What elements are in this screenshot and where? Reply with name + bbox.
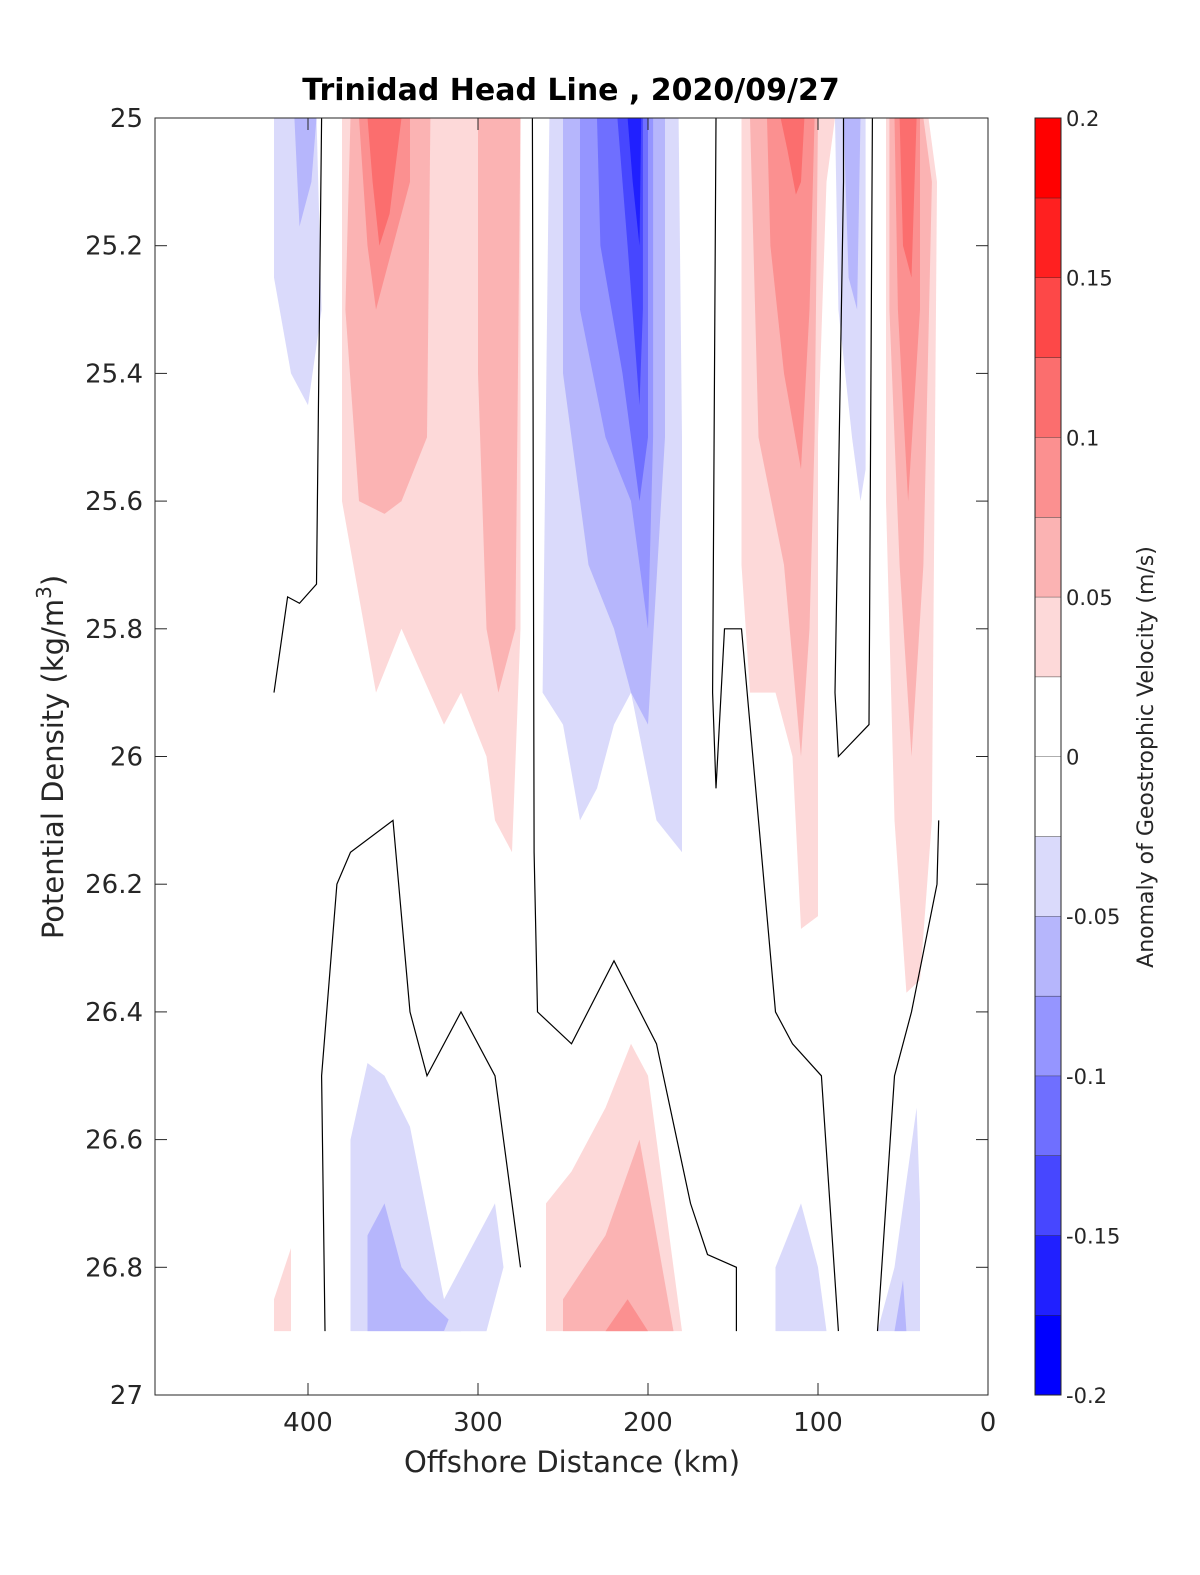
zero-contour-3 bbox=[711, 117, 839, 1332]
colorbar-band bbox=[1035, 756, 1061, 837]
colorbar-band bbox=[1035, 357, 1061, 438]
y-tick-label: 25.8 bbox=[85, 615, 143, 645]
colorbar-band bbox=[1035, 1155, 1061, 1236]
velocity-region-23 bbox=[274, 1248, 291, 1332]
x-tick-label: 100 bbox=[793, 1408, 843, 1438]
zero-contour-5 bbox=[876, 820, 940, 1332]
y-axis-label-close: ) bbox=[36, 575, 70, 586]
zero-contour-0 bbox=[273, 117, 323, 693]
velocity-region-31 bbox=[877, 1107, 920, 1332]
velocity-region-29 bbox=[605, 1299, 648, 1332]
y-tick-label: 25.4 bbox=[85, 359, 143, 389]
velocity-region-1 bbox=[294, 118, 317, 227]
colorbar-band bbox=[1035, 596, 1061, 677]
colorbar-tick-label: 0.1 bbox=[1066, 426, 1099, 450]
velocity-region-0 bbox=[274, 118, 322, 406]
zero-contours bbox=[273, 117, 940, 1332]
velocity-region-12 bbox=[627, 118, 642, 246]
velocity-region-21 bbox=[894, 118, 920, 502]
colorbar-band bbox=[1035, 916, 1061, 996]
zero-contour-1 bbox=[320, 819, 522, 1332]
y-tick-label: 25.2 bbox=[85, 232, 143, 262]
y-tick-label: 25.6 bbox=[85, 487, 143, 517]
chart-title: Trinidad Head Line , 2020/09/27 bbox=[302, 73, 839, 108]
velocity-region-18 bbox=[843, 118, 861, 310]
colorbar-tick-label: -0.2 bbox=[1066, 1384, 1107, 1408]
colorbar-band bbox=[1035, 118, 1061, 198]
colorbar-tick-label: -0.05 bbox=[1066, 905, 1120, 929]
x-tick-label: 300 bbox=[453, 1408, 503, 1438]
colorbar-band bbox=[1035, 836, 1061, 917]
colorbar-band bbox=[1035, 676, 1061, 757]
velocity-region-28 bbox=[563, 1139, 674, 1332]
colorbar-band bbox=[1035, 277, 1061, 358]
velocity-region-25 bbox=[367, 1203, 461, 1332]
y-tick-label: 27 bbox=[110, 1381, 143, 1411]
colorbar-tick-label: 0 bbox=[1066, 746, 1079, 770]
colorbar-tick-label: -0.1 bbox=[1066, 1065, 1107, 1089]
colorbar: -0.2 -0.15 -0.1 -0.05 0 0.05 0.1 0.15 0.2 bbox=[1034, 107, 1120, 1408]
x-tick-label: 400 bbox=[283, 1408, 333, 1438]
velocity-region-22 bbox=[899, 118, 917, 278]
velocity-region-26 bbox=[444, 1203, 495, 1332]
zero-contour-2 bbox=[531, 117, 738, 1332]
colorbar-band bbox=[1035, 1235, 1061, 1316]
velocity-region-15 bbox=[767, 118, 815, 470]
x-tick-label: 200 bbox=[623, 1408, 673, 1438]
x-axis-label: Offshore Distance (km) bbox=[404, 1445, 740, 1479]
y-axis: 25 25.2 25.4 25.6 25.8 26 26.2 26.4 26.6 26.8 27 bbox=[85, 104, 988, 1411]
y-tick-label: 26.4 bbox=[85, 998, 143, 1028]
y-tick-label: 26 bbox=[110, 743, 143, 773]
colorbar-tick-label: 0.2 bbox=[1066, 107, 1099, 131]
colorbar-tick-label: 0.05 bbox=[1066, 586, 1113, 610]
y-tick-label: 25 bbox=[110, 104, 143, 134]
velocity-region-5 bbox=[367, 118, 402, 246]
colorbar-band bbox=[1035, 1075, 1061, 1156]
y-tick-label: 26.8 bbox=[85, 1253, 143, 1283]
colorbar-frame bbox=[1034, 117, 1062, 1396]
colorbar-band bbox=[1035, 517, 1061, 597]
y-axis-label-sup: 3 bbox=[32, 586, 56, 599]
velocity-region-30 bbox=[775, 1203, 827, 1332]
x-tick-label: 0 bbox=[980, 1408, 997, 1438]
velocity-region-32 bbox=[894, 1280, 907, 1332]
colorbar-tick-label: 0.15 bbox=[1066, 267, 1113, 291]
y-tick-label: 26.6 bbox=[85, 1126, 143, 1156]
y-axis-label: Potential Density (kg/m3) bbox=[32, 575, 70, 939]
velocity-region-6 bbox=[478, 118, 521, 693]
colorbar-label: Anomaly of Geostrophic Velocity (m/s) bbox=[1134, 546, 1159, 968]
y-axis-label-main: Potential Density (kg/m bbox=[36, 599, 70, 939]
colorbar-band bbox=[1035, 995, 1061, 1076]
colorbar-tick-label: -0.15 bbox=[1066, 1224, 1120, 1248]
colorbar-band bbox=[1035, 437, 1061, 518]
y-tick-label: 26.2 bbox=[85, 870, 143, 900]
filled-regions bbox=[274, 118, 937, 1332]
zero-contour-4 bbox=[834, 117, 874, 758]
velocity-region-16 bbox=[780, 118, 805, 195]
colorbar-band bbox=[1035, 197, 1061, 278]
x-axis: 400 300 200 100 0 bbox=[283, 118, 996, 1438]
colorbar-band bbox=[1035, 1315, 1061, 1395]
